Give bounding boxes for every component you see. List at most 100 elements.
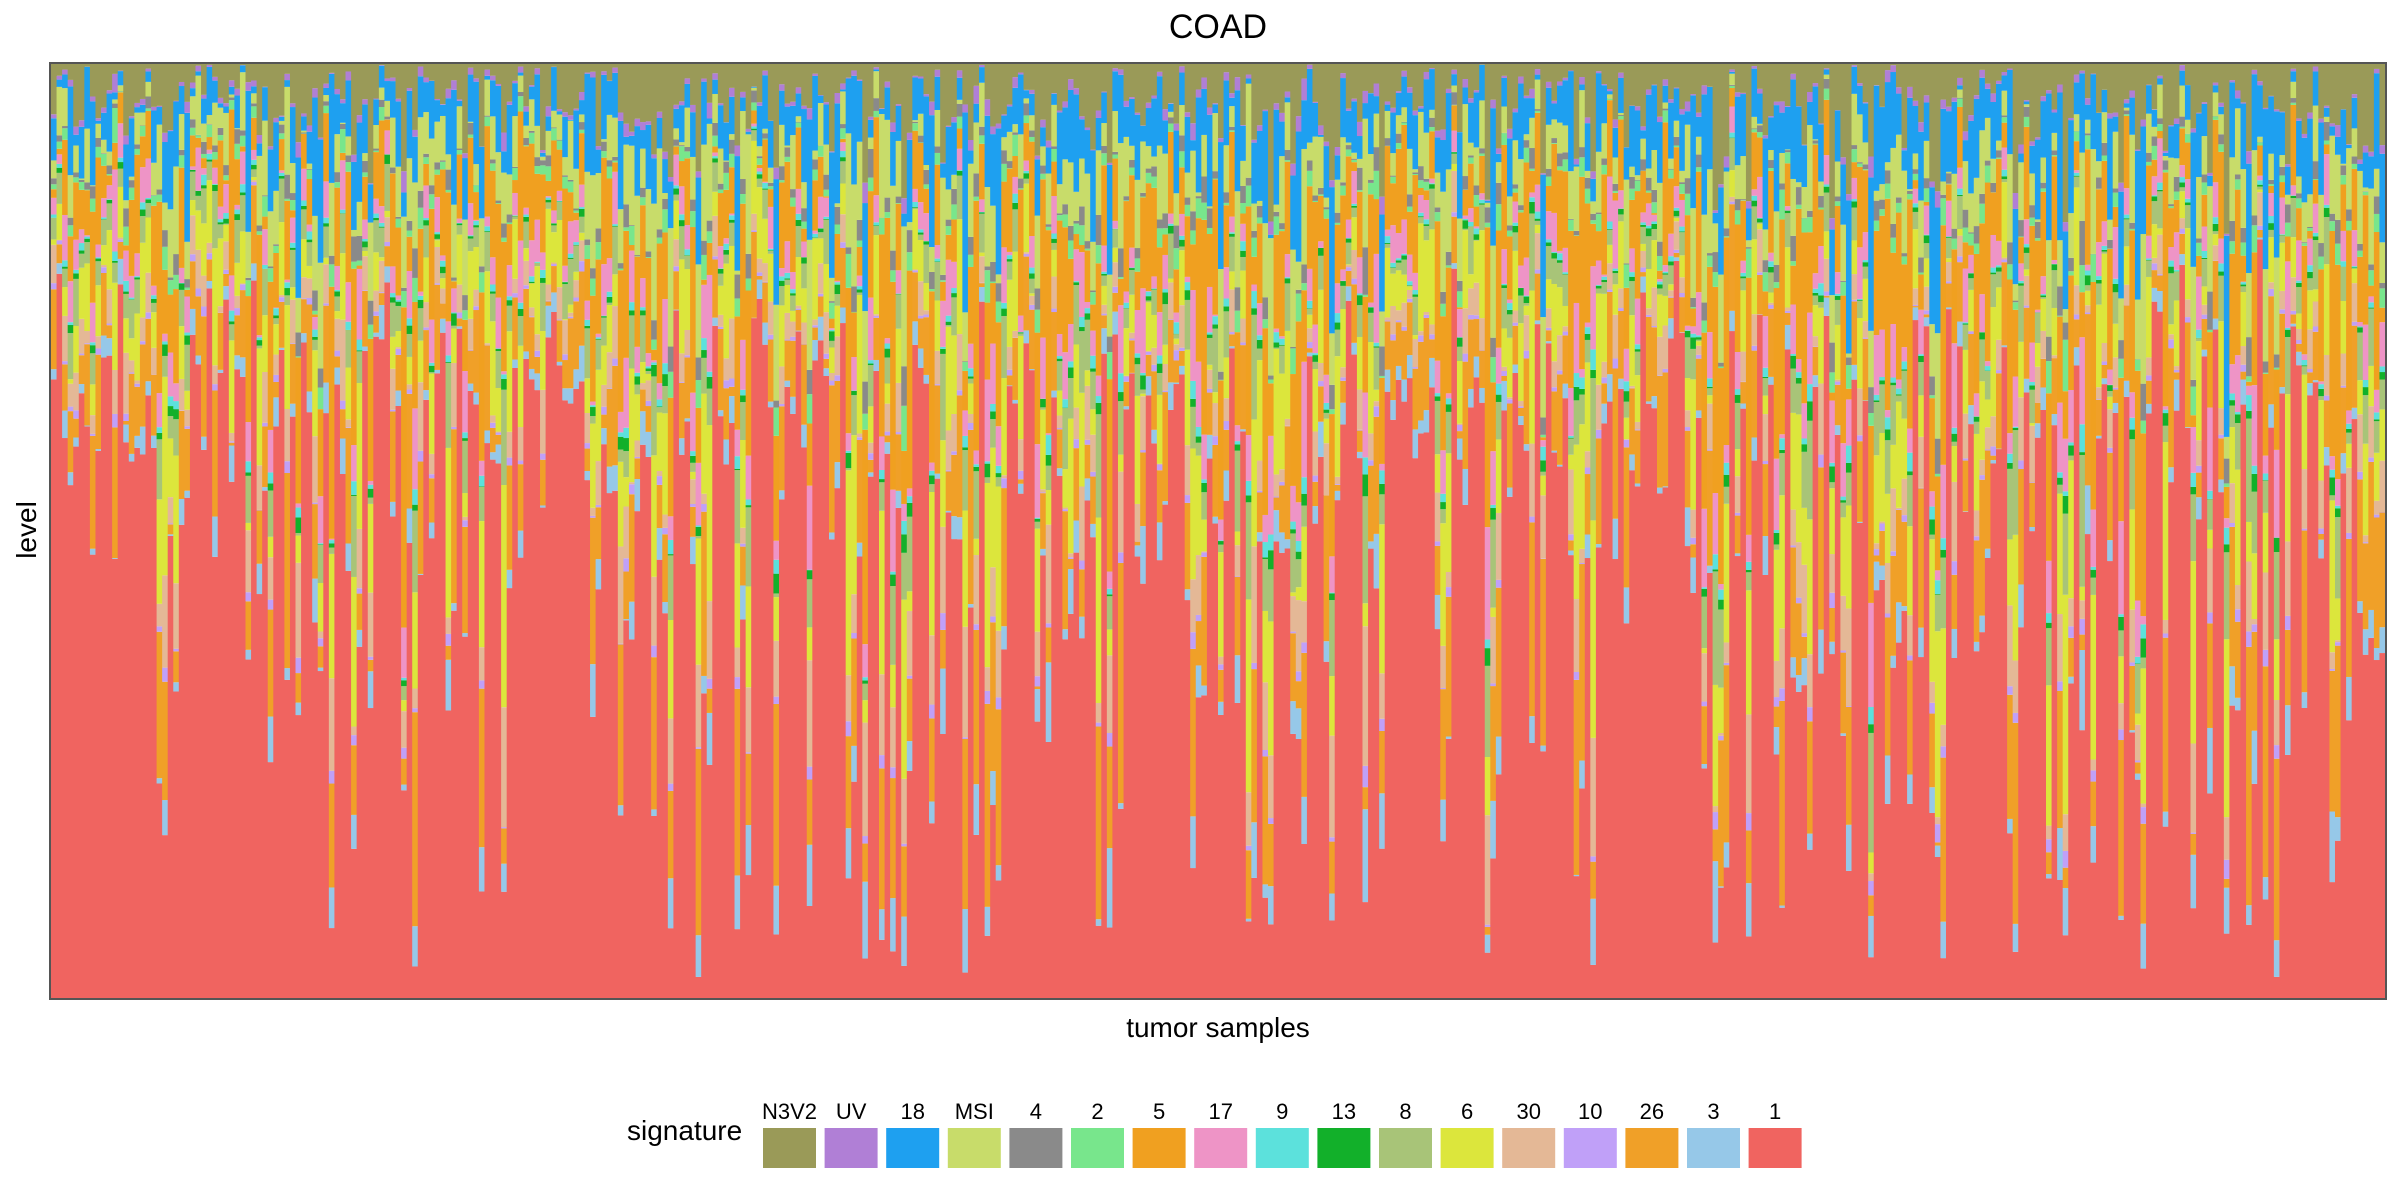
- bar-segment-13: [478, 486, 485, 487]
- bar-segment-30: [1601, 361, 1608, 378]
- bar-segment-6: [1190, 448, 1197, 580]
- bar-segment-17: [389, 266, 396, 294]
- bar-segment-N3V2: [278, 64, 285, 116]
- bar-segment-N3V2: [1440, 64, 1447, 130]
- bar-segment-1: [51, 379, 57, 998]
- bar-segment-4: [223, 165, 230, 176]
- bar-segment-2: [1190, 230, 1197, 245]
- bar-segment-6: [84, 263, 91, 332]
- bar-segment-30: [467, 318, 474, 350]
- bar-segment-MSI: [795, 116, 802, 122]
- bar-segment-N3V2: [256, 64, 263, 135]
- bar-segment-13: [1423, 224, 1430, 226]
- bar-segment-5: [112, 142, 119, 170]
- bar-segment-8: [823, 219, 830, 265]
- bar-segment-18: [1318, 134, 1324, 137]
- bar-segment-4: [339, 123, 346, 130]
- bar-segment-1: [912, 344, 919, 999]
- bar-segment-5: [634, 256, 641, 347]
- bar-segment-30: [173, 583, 180, 649]
- bar-segment-8: [1612, 273, 1619, 285]
- bar-segment-MSI: [1301, 148, 1308, 265]
- bar-segment-13: [1229, 233, 1236, 237]
- bar-segment-N3V2: [895, 64, 902, 105]
- bar-segment-1: [317, 671, 324, 998]
- bar-segment-26: [89, 435, 96, 549]
- bar-segment-2: [1501, 133, 1508, 145]
- bar-segment-N3V2: [1601, 64, 1608, 85]
- bar-segment-3: [623, 619, 630, 621]
- bar-segment-4: [1062, 204, 1069, 215]
- bar-segment-26: [1573, 679, 1580, 875]
- bar-segment-4: [662, 198, 669, 210]
- bar-segment-10: [1512, 322, 1519, 326]
- bar-segment-26: [528, 317, 535, 369]
- bar-segment-2: [562, 176, 569, 189]
- bar-segment-9: [1406, 281, 1413, 286]
- bar-segment-6: [1240, 270, 1247, 319]
- bar-segment-2: [1379, 375, 1386, 378]
- bar-segment-1: [1012, 403, 1019, 998]
- bar-segment-26: [423, 330, 430, 391]
- bar-segment-6: [1490, 607, 1497, 617]
- bar-segment-MSI: [528, 99, 535, 131]
- bar-segment-MSI: [1679, 170, 1686, 183]
- bar-segment-9: [1090, 355, 1097, 369]
- bar-segment-MSI: [1445, 169, 1452, 252]
- bar-segment-UV: [278, 115, 285, 117]
- bar-segment-13: [595, 338, 602, 340]
- bar-segment-26: [495, 434, 502, 445]
- bar-segment-MSI: [295, 297, 302, 333]
- bar-segment-26: [1523, 358, 1530, 445]
- bar-segment-13: [1379, 483, 1386, 495]
- bar-segment-30: [1356, 389, 1363, 430]
- bar-segment-18: [528, 86, 535, 100]
- bar-segment-26: [901, 846, 908, 917]
- bar-segment-26: [1129, 340, 1136, 373]
- bar-segment-5: [501, 241, 508, 372]
- bar-segment-5: [1268, 383, 1274, 436]
- bar-segment-17: [717, 246, 724, 269]
- bar-segment-1: [1673, 260, 1680, 999]
- bar-segment-26: [1562, 335, 1569, 384]
- bar-segment-MSI: [984, 187, 991, 267]
- bar-segment-3: [940, 668, 947, 734]
- bar-segment-1: [1262, 897, 1269, 998]
- bar-segment-26: [445, 645, 452, 660]
- bar-segment-UV: [906, 132, 913, 140]
- bar-segment-26: [473, 310, 480, 393]
- bar-segment-1: [1318, 456, 1324, 998]
- bar-segment-UV: [1645, 89, 1652, 95]
- bar-segment-10: [1017, 470, 1024, 480]
- bar-segment-26: [1534, 273, 1541, 321]
- bar-segment-17: [562, 265, 569, 282]
- bar-segment-30: [578, 240, 585, 262]
- bar-segment-1: [234, 369, 241, 998]
- bar-segment-10: [1679, 293, 1686, 298]
- bar-segment-1: [1201, 695, 1208, 998]
- bar-segment-N3V2: [551, 64, 558, 67]
- bar-segment-2: [578, 129, 585, 134]
- bar-segment-1: [979, 301, 985, 998]
- bar-segment-2: [773, 407, 780, 436]
- bar-segment-5: [1095, 263, 1102, 376]
- bar-segment-UV: [973, 85, 980, 104]
- bar-segment-8: [251, 169, 258, 178]
- bar-segment-6: [906, 591, 913, 611]
- bar-segment-8: [645, 371, 652, 374]
- bar-segment-30: [1151, 347, 1158, 365]
- bar-segment-6: [1045, 490, 1052, 525]
- bar-segment-UV: [267, 146, 274, 150]
- bar-segment-18: [678, 105, 685, 143]
- bar-segment-17: [1290, 485, 1297, 522]
- bar-segment-UV: [645, 121, 652, 125]
- bar-segment-17: [923, 213, 930, 242]
- bar-segment-17: [1040, 337, 1047, 399]
- bar-segment-N3V2: [167, 64, 174, 131]
- bar-segment-4: [1384, 138, 1391, 146]
- bar-segment-6: [523, 248, 530, 261]
- bar-segment-N3V2: [162, 64, 169, 133]
- bar-segment-N3V2: [1134, 64, 1141, 113]
- bar-segment-9: [940, 346, 947, 349]
- bar-segment-N3V2: [1234, 64, 1241, 78]
